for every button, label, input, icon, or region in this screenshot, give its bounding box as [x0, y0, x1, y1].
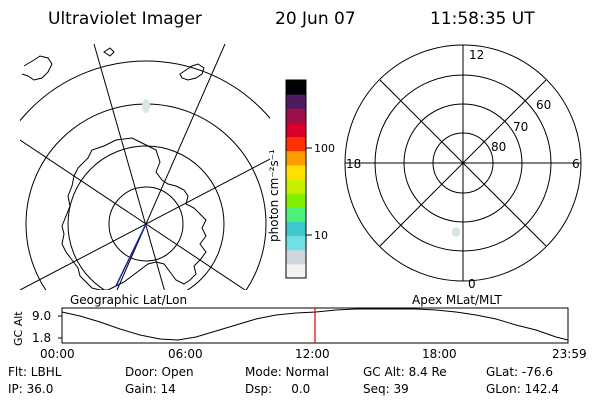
mlt-label-6: 6 [572, 157, 580, 171]
australia-coastline [21, 55, 53, 81]
date-label: 20 Jun 07 [275, 9, 356, 29]
satellite-ground-track [115, 223, 147, 287]
instrument-title: Ultraviolet Imager [48, 9, 202, 29]
mlt-label-0: 0 [468, 277, 476, 291]
mlat-label-70: 70 [513, 120, 528, 134]
colorbar-frame [285, 79, 307, 279]
mlat-label-60: 60 [536, 98, 551, 112]
y-tick-label-high: 9.0 [32, 309, 51, 323]
colorbar-stripe [286, 207, 306, 222]
status-glat: GLat: -76.6 [486, 365, 553, 379]
altitude-curve [61, 308, 569, 341]
mlat-label-80: 80 [491, 140, 506, 154]
colorbar-stripe [286, 80, 306, 95]
timeline-ylabel: GC Alt [12, 311, 25, 346]
mlt-label-18: 18 [346, 157, 361, 171]
x-tick-label-1200: 12:00 [295, 347, 330, 361]
colorbar-stripe [286, 263, 306, 279]
colorbar-stripe [286, 164, 306, 180]
status-dsp: Dsp: 0.0 [245, 382, 310, 396]
altitude-timeline: 9.0 1.8 GC Alt 00:00 06:00 12:00 18:00 2… [12, 307, 587, 361]
time-label: 11:58:35 UT [430, 9, 535, 29]
status-filter: Flt: LBHL [8, 365, 62, 379]
polar-panel-label: Apex MLat/MLT [412, 293, 502, 307]
y-tick-label-low: 1.8 [32, 331, 51, 345]
status-gain: Gain: 14 [125, 382, 176, 396]
aurora-patch-polar [452, 227, 460, 237]
status-block: Flt: LBHL Door: Open Mode: Normal GC Alt… [8, 365, 559, 396]
colorbar-tick-label-10: 10 [314, 229, 328, 242]
status-gc-alt: GC Alt: 8.4 Re [363, 365, 447, 379]
colorbar: 100 10 photon cm⁻²s⁻¹ [267, 79, 335, 279]
status-ip: IP: 36.0 [8, 382, 53, 396]
geographic-map [20, 44, 270, 290]
colorbar-stripe [286, 193, 306, 208]
lat-circle-1 [108, 186, 184, 262]
x-tick-label-2359: 23:59 [552, 347, 587, 361]
aurora-patch [142, 99, 150, 113]
lat-circle-2 [67, 145, 225, 290]
geo-panel-label: Geographic Lat/Lon [70, 293, 187, 307]
mlt-line-diag-2 [379, 79, 547, 247]
x-tick-label-0600: 06:00 [168, 347, 203, 361]
new-zealand-coastline [179, 63, 205, 81]
status-door: Door: Open [125, 365, 194, 379]
mlt-label-12: 12 [469, 48, 484, 62]
colorbar-stripe [286, 136, 306, 152]
colorbar-stripe [286, 150, 306, 166]
colorbar-stripe [286, 179, 306, 194]
status-seq: Seq: 39 [363, 382, 409, 396]
colorbar-tick-label-100: 100 [314, 142, 335, 155]
lat-circle-4 [20, 60, 270, 122]
island-coastline [103, 47, 115, 57]
x-tick-label-0000: 00:00 [40, 347, 75, 361]
status-glon: GLon: 142.4 [486, 382, 559, 396]
colorbar-stripe [286, 249, 306, 265]
colorbar-stripe [286, 221, 306, 237]
colorbar-stripe [286, 94, 306, 109]
antarctica-coastline [61, 137, 207, 290]
status-mode: Mode: Normal [245, 365, 329, 379]
colorbar-unit-label: photon cm⁻²s⁻¹ [267, 149, 281, 242]
x-tick-label-1800: 18:00 [422, 347, 457, 361]
colorbar-stripe [286, 108, 306, 123]
colorbar-stripe [286, 122, 306, 138]
colorbar-stripe [286, 235, 306, 251]
polar-plot: 12 0 18 6 60 70 80 [344, 44, 582, 291]
